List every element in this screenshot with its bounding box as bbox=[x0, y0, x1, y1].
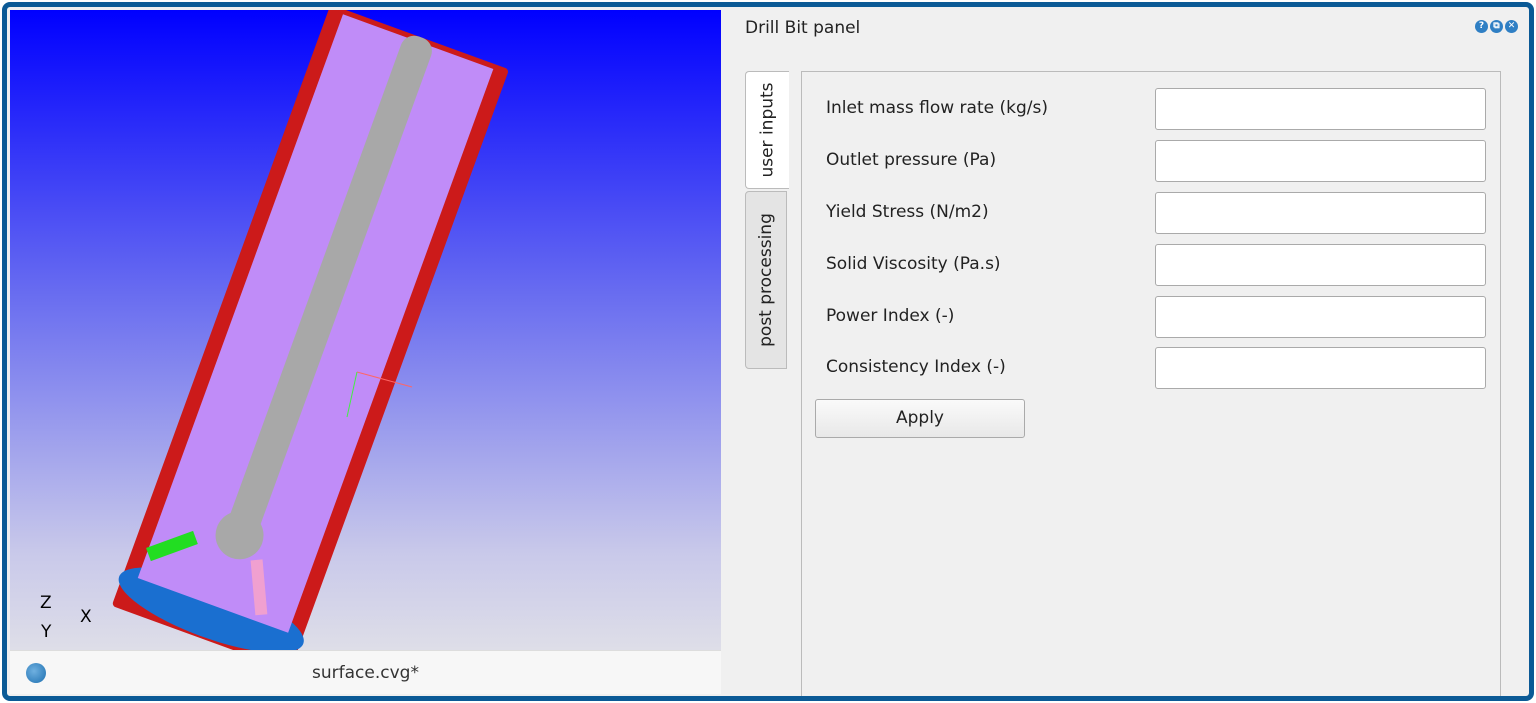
panel-title: Drill Bit panel bbox=[745, 18, 861, 38]
help-icon[interactable]: ? bbox=[1475, 20, 1488, 33]
field-label: Yield Stress (N/m2) bbox=[826, 202, 989, 222]
user-inputs-form: Inlet mass flow rate (kg/s) Outlet press… bbox=[801, 71, 1501, 696]
field-label: Outlet pressure (Pa) bbox=[826, 150, 997, 170]
axis-z-label: Z bbox=[40, 593, 52, 613]
tab-post-processing[interactable]: post processing bbox=[745, 191, 787, 369]
axis-x-line bbox=[356, 371, 413, 388]
bit-bottom bbox=[118, 567, 304, 653]
field-label: Solid Viscosity (Pa.s) bbox=[826, 254, 1001, 274]
green-nozzle bbox=[146, 530, 198, 562]
consistency-index-input[interactable] bbox=[1155, 347, 1486, 389]
field-label: Consistency Index (-) bbox=[826, 357, 1006, 377]
tab-label: user inputs bbox=[757, 82, 778, 178]
float-icon[interactable]: ⧉ bbox=[1490, 20, 1503, 33]
shaft bbox=[228, 35, 432, 537]
3d-viewport[interactable]: Z X Y bbox=[10, 7, 721, 670]
close-icon[interactable]: ✕ bbox=[1505, 20, 1518, 33]
axis-y-label: Y bbox=[41, 622, 52, 642]
solid-viscosity-input[interactable] bbox=[1155, 244, 1486, 286]
app-logo-icon[interactable] bbox=[26, 663, 46, 683]
axis-y-line bbox=[346, 371, 358, 418]
shaft-ball bbox=[215, 511, 264, 560]
field-label: Power Index (-) bbox=[826, 306, 955, 326]
filename: surface.cvg* bbox=[312, 663, 419, 683]
status-bar: surface.cvg* bbox=[10, 650, 721, 694]
power-index-input[interactable] bbox=[1155, 296, 1486, 338]
field-label: Inlet mass flow rate (kg/s) bbox=[826, 98, 1048, 118]
apply-button[interactable]: Apply bbox=[815, 399, 1025, 438]
drill-bit-panel: Drill Bit panel ? ⧉ ✕ user inputs post p… bbox=[723, 10, 1526, 696]
pink-nozzle bbox=[250, 559, 268, 616]
outlet-pressure-input[interactable] bbox=[1155, 140, 1486, 182]
axis-x-label: X bbox=[80, 607, 92, 627]
tab-label: post processing bbox=[756, 213, 777, 347]
drill-bit-model bbox=[112, 7, 509, 670]
inlet-mass-flow-input[interactable] bbox=[1155, 88, 1486, 130]
tab-user-inputs[interactable]: user inputs bbox=[745, 71, 789, 189]
yield-stress-input[interactable] bbox=[1155, 192, 1486, 234]
